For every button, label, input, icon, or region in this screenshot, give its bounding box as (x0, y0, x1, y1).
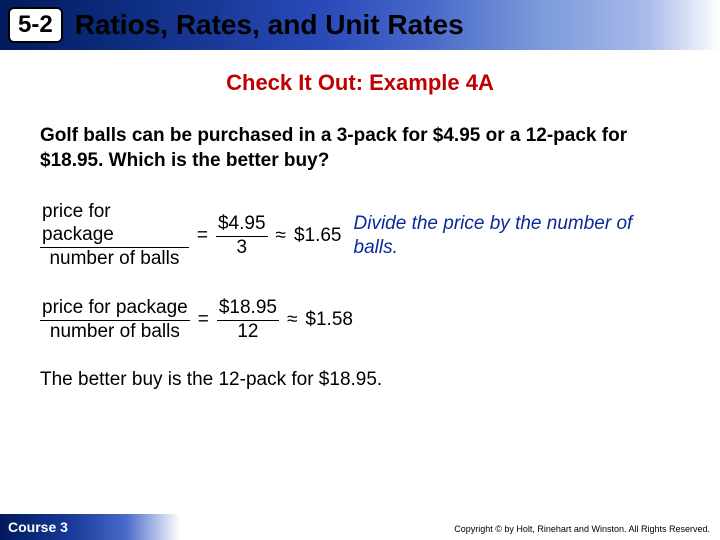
header-bar: 5-2 Ratios, Rates, and Unit Rates (0, 0, 720, 50)
lhs-num-1: price for package (40, 201, 189, 248)
equation-row-2: price for package number of balls = $18.… (40, 297, 680, 344)
conclusion-text: The better buy is the 12-pack for $18.95… (40, 369, 680, 391)
lhs-fraction-1: price for package number of balls (40, 201, 189, 270)
problem-text: Golf balls can be purchased in a 3-pack … (40, 124, 680, 173)
hint-text: Divide the price by the number of balls. (354, 212, 681, 260)
rhs-den-1: 3 (234, 237, 249, 260)
rhs-fraction-2: $18.95 12 (217, 297, 279, 344)
rhs-num-2: $18.95 (217, 297, 279, 321)
lesson-badge: 5-2 (8, 7, 63, 43)
lhs-den-2: number of balls (48, 321, 182, 344)
equals-2: = (198, 309, 209, 331)
lhs-den-1: number of balls (47, 248, 181, 271)
example-subtitle: Check It Out: Example 4A (0, 70, 720, 96)
approx-1: ≈ (276, 225, 286, 247)
result-1: $1.65 (294, 225, 342, 247)
rhs-num-1: $4.95 (216, 213, 268, 237)
equals-1: = (197, 225, 208, 247)
content-area: Golf balls can be purchased in a 3-pack … (0, 96, 720, 391)
header-title: Ratios, Rates, and Unit Rates (75, 9, 464, 41)
lhs-fraction-2: price for package number of balls (40, 297, 190, 344)
approx-2: ≈ (287, 309, 297, 331)
rhs-den-2: 12 (235, 321, 260, 344)
footer-bar: Course 3 Copyright © by Holt, Rinehart a… (0, 514, 720, 540)
result-2: $1.58 (305, 309, 353, 331)
copyright-text: Copyright © by Holt, Rinehart and Winsto… (454, 524, 710, 534)
equation-row-1: price for package number of balls = $4.9… (40, 201, 680, 270)
lhs-num-2: price for package (40, 297, 190, 321)
course-label: Course 3 (0, 514, 180, 540)
rhs-fraction-1: $4.95 3 (216, 213, 268, 260)
